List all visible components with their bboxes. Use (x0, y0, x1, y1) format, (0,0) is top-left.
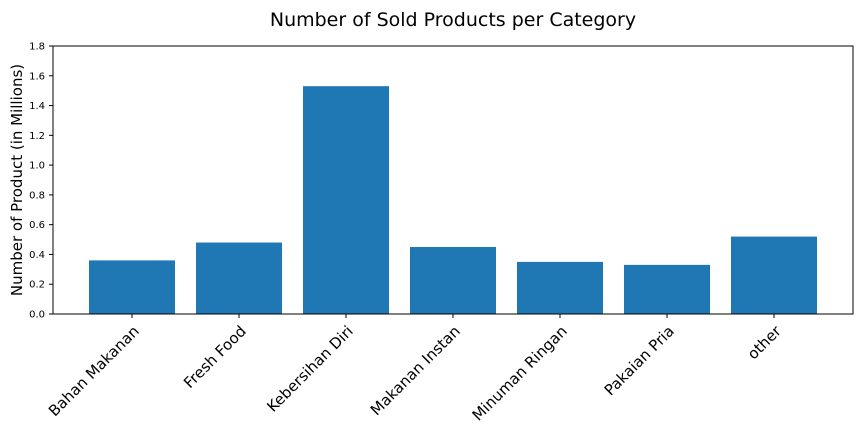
bar-3 (410, 247, 496, 314)
y-tick-label: 1.6 (29, 71, 45, 82)
y-tick-label: 0.6 (29, 220, 45, 231)
bar-5 (624, 264, 710, 314)
x-tick-label: other (744, 322, 786, 364)
bar-1 (196, 242, 282, 314)
y-tick-label: 1.8 (29, 42, 45, 53)
y-tick-label: 1.2 (29, 131, 45, 142)
y-tick-label: 0.0 (29, 310, 45, 321)
x-ticks-group: Bahan Makanan Fresh Food Kebersihan Diri Ma… (45, 314, 785, 424)
x-tick-label: Pakaian Pria (601, 322, 678, 399)
x-tick-label: Bahan Makanan (45, 322, 143, 420)
x-tick-label: Makanan Instan (367, 322, 464, 419)
bar-0 (89, 260, 175, 314)
y-tick-label: 1.4 (29, 101, 45, 112)
bar-6 (731, 236, 817, 314)
y-axis-label: Number of Product (in Millions) (8, 64, 26, 296)
x-tick-label: Minuman Ringan (469, 322, 571, 424)
y-tick-label: 0.4 (29, 250, 45, 261)
plot-area-frame (52, 45, 854, 315)
y-tick-label: 0.2 (29, 280, 45, 291)
y-ticks-group: 0.0 0.2 0.4 0.6 0.8 1.0 1.2 1.4 1.6 1.8 (29, 42, 53, 321)
y-tick-label: 0.8 (29, 190, 45, 201)
bar-4 (517, 261, 603, 314)
bars-group (89, 86, 817, 314)
y-tick-label: 1.0 (29, 161, 45, 172)
x-tick-label: Fresh Food (180, 322, 250, 392)
bar-2 (303, 86, 389, 314)
x-tick-label: Kebersihan Diri (263, 322, 357, 416)
chart-title: Number of Sold Products per Category (270, 9, 636, 31)
